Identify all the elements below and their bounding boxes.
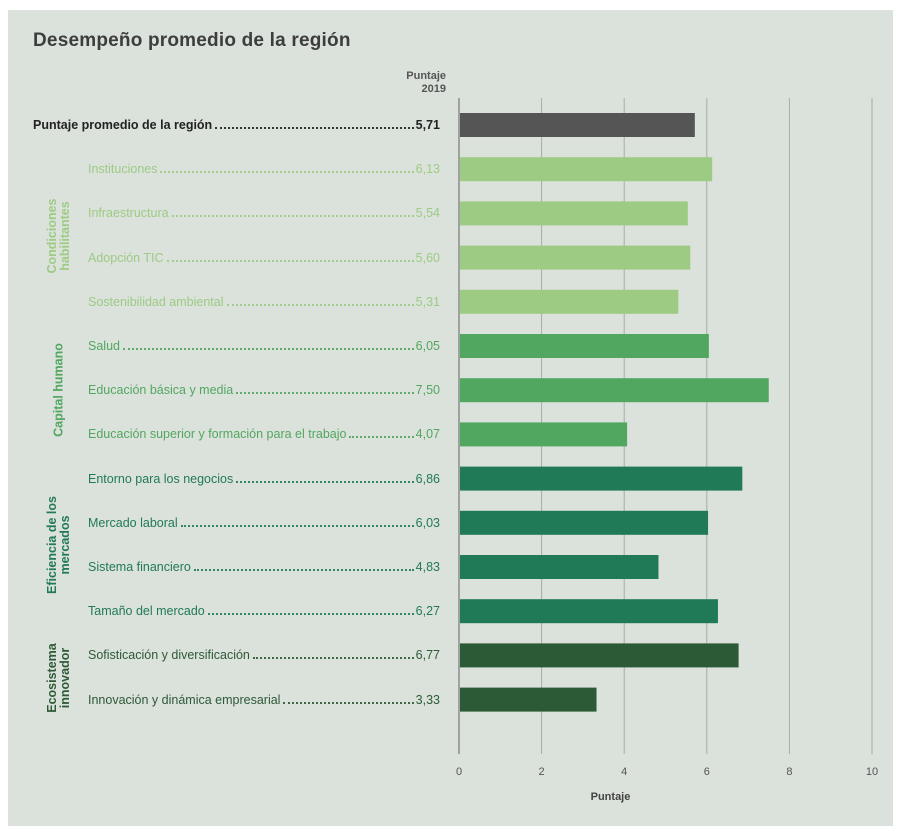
x-axis-label: Puntaje [591, 791, 631, 803]
dot-leader [180, 524, 414, 527]
value-label: 6,86 [415, 471, 440, 486]
chart-title: Desempeño promedio de la región [33, 30, 351, 51]
bar [460, 245, 691, 270]
value-label: 4,83 [415, 560, 440, 574]
category-label: Sofisticación y diversificación [88, 648, 250, 663]
category-label: Adopción TIC [88, 250, 164, 265]
bar [460, 466, 743, 491]
x-tick-label: 2 [539, 766, 545, 778]
dot-leader [171, 215, 414, 218]
category-row: Innovación y dinámica empresarial 3,33 [88, 691, 440, 709]
bar [460, 201, 688, 226]
dot-leader [226, 303, 414, 306]
chart-panel [8, 10, 893, 826]
bar [460, 334, 709, 358]
value-label: 5,60 [415, 250, 440, 265]
dot-leader [166, 259, 414, 262]
dot-leader [160, 171, 414, 174]
bar [460, 422, 628, 447]
bar [460, 378, 769, 403]
value-label: 4,07 [415, 427, 440, 442]
value-label: 6,27 [415, 604, 440, 619]
category-row: Infraestructura 5,54 [88, 204, 440, 222]
category-label: Sostenibilidad ambiental [88, 294, 224, 309]
x-tick-label: 10 [866, 766, 878, 778]
bar [460, 289, 679, 314]
category-row: Entorno para los negocios 6,86 [88, 470, 440, 488]
category-row: Salud 6,05 [88, 337, 440, 355]
value-label: 6,05 [415, 339, 440, 353]
category-label: Instituciones [88, 162, 158, 177]
value-label: 5,71 [415, 118, 440, 132]
bar [460, 157, 713, 182]
x-tick-label: 4 [621, 766, 627, 778]
dot-leader [349, 436, 414, 439]
dot-leader [236, 480, 414, 483]
category-row: Puntaje promedio de la región 5,71 [33, 116, 440, 134]
category-row: Mercado laboral 6,03 [88, 514, 440, 532]
dot-leader [122, 348, 414, 350]
category-label: Entorno para los negocios [88, 471, 234, 486]
dot-leader [193, 569, 414, 571]
value-column-header-line-2: 2019 [421, 83, 446, 95]
category-row: Instituciones 6,13 [88, 160, 440, 178]
value-label: 3,33 [415, 692, 440, 707]
category-label: Salud [88, 339, 120, 353]
category-row: Adopción TIC 5,60 [88, 249, 440, 267]
dot-leader [207, 613, 414, 616]
dot-leader [236, 392, 414, 395]
value-label: 6,03 [415, 515, 440, 530]
value-column-header: Puntaje 2019 [380, 70, 446, 96]
bar [460, 687, 597, 712]
bar [460, 555, 659, 579]
value-column-header-line-1: Puntaje [406, 70, 446, 82]
category-row: Sistema financiero 4,83 [88, 558, 440, 576]
value-label: 6,77 [415, 648, 440, 663]
category-label: Tamaño del mercado [88, 604, 205, 619]
dot-leader [283, 701, 414, 704]
x-tick-label: 0 [456, 766, 462, 778]
category-label: Sistema financiero [88, 560, 191, 574]
x-tick-label: 8 [786, 766, 792, 778]
category-row: Sostenibilidad ambiental 5,31 [88, 293, 440, 311]
category-label: Puntaje promedio de la región [33, 118, 213, 132]
bar [460, 643, 739, 668]
bar [460, 599, 718, 624]
category-row: Tamaño del mercado 6,27 [88, 602, 440, 620]
bar [460, 113, 695, 137]
dot-leader [215, 127, 414, 129]
value-label: 7,50 [415, 383, 440, 398]
category-row: Sofisticación y diversificación 6,77 [88, 646, 440, 664]
category-label: Educación básica y media [88, 383, 234, 398]
dot-leader [252, 657, 414, 660]
category-label: Educación superior y formación para el t… [88, 427, 347, 442]
x-tick-label: 6 [704, 766, 710, 778]
category-label: Innovación y dinámica empresarial [88, 692, 281, 707]
value-label: 6,13 [415, 162, 440, 177]
category-label: Mercado laboral [88, 515, 178, 530]
value-label: 5,31 [415, 294, 440, 309]
category-label: Infraestructura [88, 206, 169, 221]
bar [460, 510, 709, 535]
category-row: Educación superior y formación para el t… [88, 425, 440, 443]
category-row: Educación básica y media 7,50 [88, 381, 440, 399]
value-label: 5,54 [415, 206, 440, 221]
